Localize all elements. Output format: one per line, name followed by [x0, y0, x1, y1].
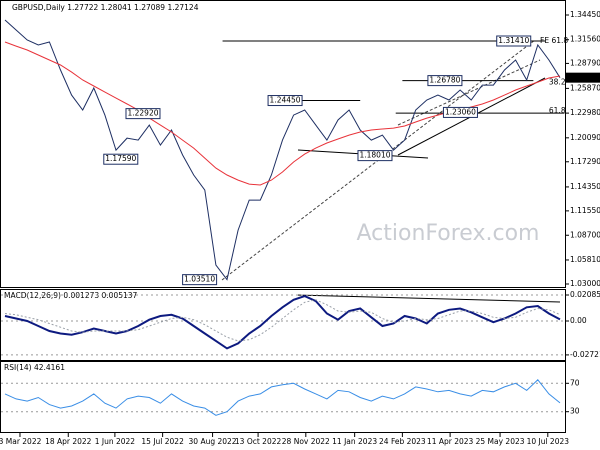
- level-label: 1.22920: [127, 109, 158, 118]
- x-tick-label: 30 Aug 2022: [189, 437, 237, 446]
- x-tick-label: 11 Apr 2023: [427, 437, 474, 446]
- label-box: [427, 75, 463, 87]
- y-tick-label: 70: [570, 378, 580, 387]
- level-label: 1.23060: [445, 107, 476, 116]
- y-tick-label: 1.25870: [570, 83, 600, 92]
- y-tick-label: 1.34450: [570, 10, 600, 19]
- x-tick-label: 13 Oct 2022: [235, 437, 282, 446]
- series-line: [4, 19, 561, 281]
- y-tick-label: 1.03000: [570, 279, 600, 288]
- x-tick-label: 28 Nov 2022: [282, 437, 330, 446]
- macd-panel: [0, 289, 566, 361]
- channel-line: [397, 59, 541, 126]
- y-tick-label: 0.00: [570, 316, 587, 325]
- y-tick-label: -0.027213: [570, 350, 600, 359]
- fib-note: 61.8: [549, 106, 566, 115]
- y-tick-label: 0.020858: [570, 290, 600, 299]
- x-tick-label: 25 May 2023: [476, 437, 525, 446]
- level-label: 1.26780: [429, 76, 460, 85]
- level-label: 1.18010: [359, 151, 390, 160]
- label-box: [103, 153, 139, 165]
- level-label: 1.03510: [184, 275, 215, 284]
- x-tick-label: 10 Jul 2023: [527, 437, 570, 446]
- price-panel: [0, 0, 566, 288]
- x-tick-label: 11 Jan 2023: [332, 437, 377, 446]
- y-tick-label: 1.08700: [570, 230, 600, 239]
- label-box: [182, 274, 218, 286]
- series-line: [4, 379, 561, 416]
- fib-note: 38.2: [549, 78, 566, 87]
- level-label: 1.17590: [105, 154, 136, 163]
- watermark: ActionForex.com: [357, 221, 540, 246]
- fib-note: FE 61.8: [540, 36, 568, 45]
- y-tick-label: 1.20090: [570, 133, 600, 142]
- y-tick-label: 1.11550: [570, 206, 600, 215]
- y-tick-label: 1.31560: [570, 35, 600, 44]
- divergence-line: [295, 294, 561, 303]
- y-tick-label: 1.17290: [570, 157, 600, 166]
- macd-title: MACD(12,26,9) 0.001273 0.005137: [4, 291, 138, 300]
- rsi-panel: [0, 361, 566, 433]
- price-box: [566, 72, 600, 83]
- x-tick-label: 24 Feb 2023: [379, 437, 426, 446]
- x-tick-label: 3 Mar 2022: [0, 437, 42, 446]
- label-box: [125, 108, 161, 120]
- rsi-title: RSI(14) 42.4161: [4, 363, 65, 372]
- level-label: 1.24450: [270, 96, 301, 105]
- label-box: [357, 150, 393, 162]
- y-tick-label: 1.22980: [570, 108, 600, 117]
- price-label: 1.27124: [570, 73, 600, 82]
- x-tick-label: 18 Apr 2022: [45, 437, 92, 446]
- chart-title: GBPUSD,Daily 1.27722 1.28041 1.27089 1.2…: [12, 3, 199, 12]
- level-label: 1.31410: [498, 36, 529, 45]
- x-tick-label: 15 Jul 2022: [141, 437, 184, 446]
- y-tick-label: 1.05810: [570, 255, 600, 264]
- label-box: [267, 95, 303, 107]
- y-tick-label: 1.14350: [570, 182, 600, 191]
- label-box: [442, 106, 478, 118]
- y-tick-label: 1.28790: [570, 58, 600, 67]
- series-line: [4, 299, 561, 342]
- series-line: [4, 295, 561, 350]
- x-tick-label: 1 Jun 2022: [95, 437, 136, 446]
- y-tick-label: 30: [570, 407, 580, 416]
- label-box: [496, 35, 532, 47]
